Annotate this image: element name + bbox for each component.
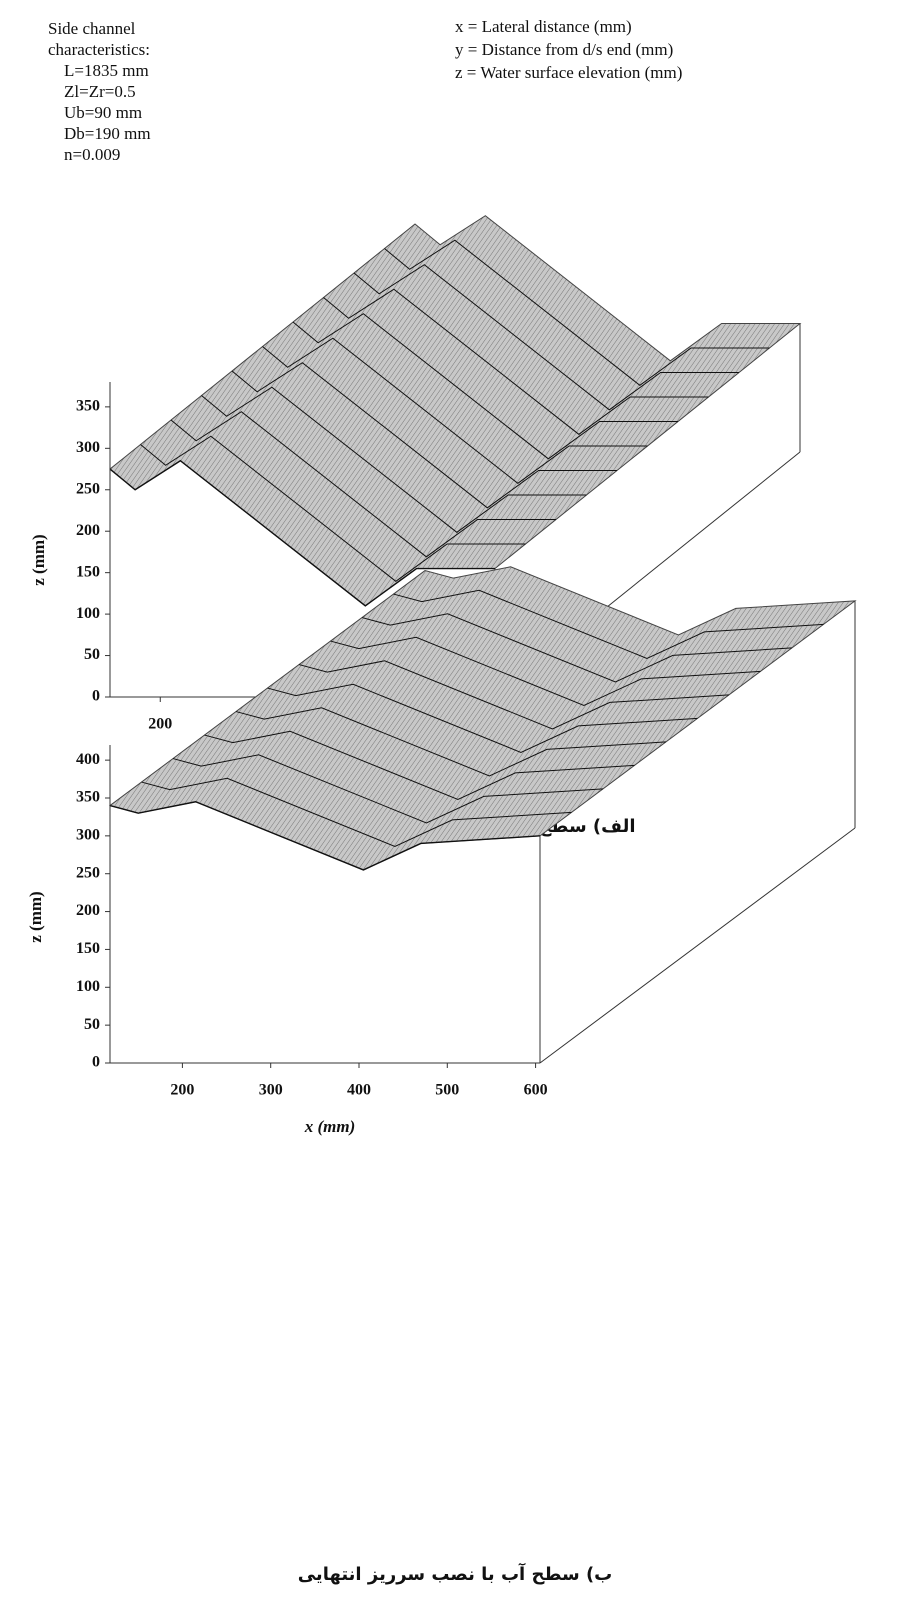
surface-row xyxy=(267,683,698,753)
y-tick-label: 50 xyxy=(84,1016,100,1033)
annotation: n=0.009 xyxy=(64,145,120,164)
surface xyxy=(109,215,802,607)
y-tick-label: 0 xyxy=(92,1054,100,1071)
annotation: Side channel xyxy=(48,19,136,38)
x-tick-label: 400 xyxy=(347,1082,371,1099)
annotation: characteristics: xyxy=(48,40,150,59)
x-tick-label: 500 xyxy=(435,1082,459,1099)
surface-row xyxy=(330,636,761,706)
annotation: Ub=90 mm xyxy=(64,103,142,122)
y-tick-label: 100 xyxy=(76,978,100,995)
z-axis-label: z (mm) xyxy=(29,534,48,585)
surface-row xyxy=(231,362,617,509)
annotation: L=1835 mm xyxy=(64,61,149,80)
y-tick-label: 350 xyxy=(76,789,100,806)
floor-axis xyxy=(539,827,856,1064)
y-tick-label: 300 xyxy=(76,439,100,456)
y-tick-label: 150 xyxy=(76,563,100,580)
x-axis-label: x (mm) xyxy=(304,1117,356,1136)
y-tick-label: 100 xyxy=(76,605,100,622)
surface-row xyxy=(292,313,678,460)
x-tick-label: 200 xyxy=(170,1082,194,1099)
y-tick-label: 250 xyxy=(76,480,100,497)
surface xyxy=(108,566,857,871)
surface-row xyxy=(353,264,739,411)
y-tick-label: 150 xyxy=(76,940,100,957)
y-tick-label: 250 xyxy=(76,864,100,881)
annotation: Zl=Zr=0.5 xyxy=(64,82,136,101)
surface-row xyxy=(201,386,587,533)
y-tick-label: 200 xyxy=(76,902,100,919)
axis-note: y = Distance from d/s end (mm) xyxy=(455,40,673,59)
surface-row xyxy=(235,707,667,777)
surface-row xyxy=(262,337,648,484)
surface-row xyxy=(323,288,709,435)
front-profile xyxy=(109,459,495,607)
axis-note: x = Lateral distance (mm) xyxy=(455,17,632,36)
surface-row xyxy=(393,589,824,659)
y-tick-label: 50 xyxy=(84,646,100,663)
axis-note: z = Water surface elevation (mm) xyxy=(455,63,682,82)
y-tick-label: 400 xyxy=(76,751,100,768)
caption: ب) سطح آب با نصب سرریز انتهایی xyxy=(298,1562,613,1585)
surface-row xyxy=(361,613,793,683)
y-tick-label: 0 xyxy=(92,688,100,705)
y-tick-label: 300 xyxy=(76,827,100,844)
x-tick-label: 200 xyxy=(148,716,172,733)
surface-row xyxy=(298,660,730,730)
x-tick-label: 600 xyxy=(524,1082,548,1099)
surface-row xyxy=(170,411,556,558)
y-tick-label: 200 xyxy=(76,522,100,539)
surface-row xyxy=(172,754,604,824)
z-axis-label: z (mm) xyxy=(26,891,45,942)
surface-row xyxy=(141,777,572,847)
x-tick-label: 300 xyxy=(259,1082,283,1099)
annotation: Db=190 mm xyxy=(64,124,151,143)
surface-row xyxy=(384,239,770,386)
surface-row xyxy=(140,435,526,582)
surface-row xyxy=(204,730,635,800)
front-profile xyxy=(109,801,541,871)
y-tick-label: 350 xyxy=(76,398,100,415)
